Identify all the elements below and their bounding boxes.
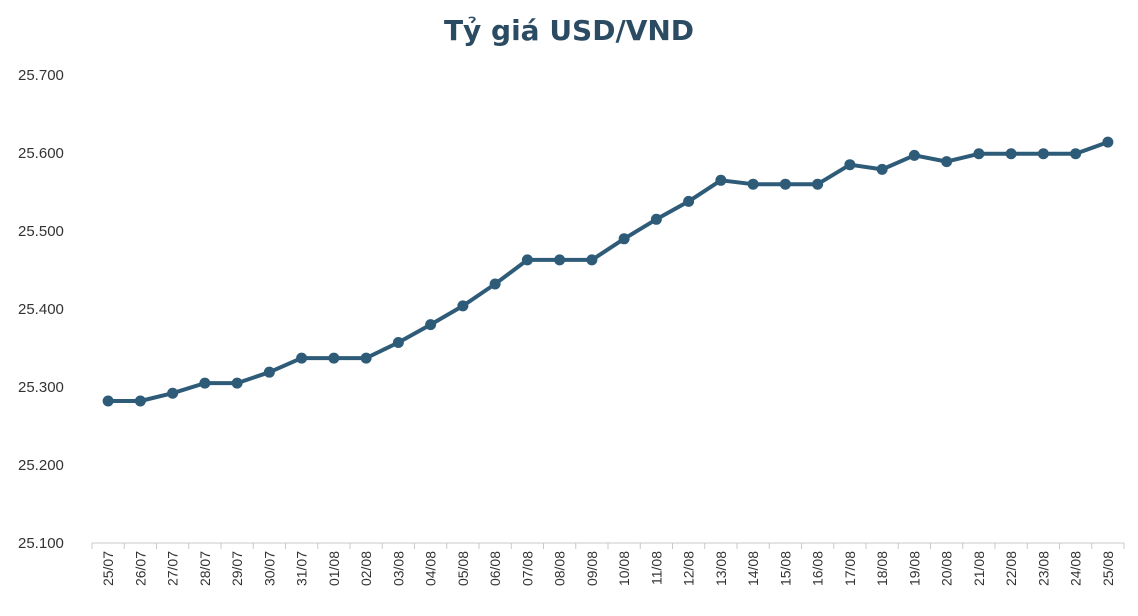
x-tick-label: 17/08 xyxy=(842,551,858,586)
data-point xyxy=(328,352,340,364)
y-tick-label: 25.100 xyxy=(18,535,64,552)
x-tick-label: 06/08 xyxy=(487,551,503,586)
x-tick-label: 11/08 xyxy=(648,551,664,585)
x-tick-label: 07/08 xyxy=(519,551,535,586)
data-point xyxy=(1102,136,1114,148)
data-point xyxy=(102,395,114,407)
x-tick-label: 16/08 xyxy=(810,551,826,586)
data-point xyxy=(876,163,888,175)
x-tick-label: 26/07 xyxy=(132,551,148,586)
data-point xyxy=(1005,148,1017,160)
data-point xyxy=(425,319,437,331)
x-tick-label: 15/08 xyxy=(777,551,793,586)
x-tick-label: 08/08 xyxy=(552,551,568,586)
x-tick-label: 21/08 xyxy=(971,551,987,586)
data-point xyxy=(650,213,662,225)
x-tick-label: 25/08 xyxy=(1100,551,1116,586)
chart-title: Tỷ giá USD/VND xyxy=(443,14,695,47)
data-point xyxy=(1070,148,1082,160)
x-tick-label: 29/07 xyxy=(229,551,245,586)
y-tick-label: 25.300 xyxy=(18,379,64,396)
x-tick-label: 09/08 xyxy=(584,551,600,586)
x-tick-label: 03/08 xyxy=(390,551,406,586)
x-tick-label: 04/08 xyxy=(423,551,439,586)
data-point xyxy=(134,395,146,407)
data-point xyxy=(683,195,695,207)
y-tick-label: 25.500 xyxy=(18,223,64,240)
data-point xyxy=(844,159,856,171)
data-point xyxy=(1037,148,1049,160)
series-layer xyxy=(102,136,1114,407)
x-tick-label: 22/08 xyxy=(1003,551,1019,586)
data-point xyxy=(360,352,372,364)
data-point xyxy=(231,377,243,389)
y-axis-tick-labels: 25.100 25.200 25.300 25.400 25.500 25.600 25.7… xyxy=(18,67,64,552)
x-tick-label: 02/08 xyxy=(358,551,374,586)
y-tick-label: 25.700 xyxy=(18,67,64,84)
x-tick-label: 01/08 xyxy=(326,551,342,586)
data-point xyxy=(586,254,598,266)
data-point xyxy=(554,254,566,266)
x-tick-label: 05/08 xyxy=(455,551,471,586)
y-tick-label: 25.400 xyxy=(18,301,64,318)
data-point xyxy=(199,377,211,389)
data-point xyxy=(263,366,275,378)
series-line xyxy=(106,140,1110,403)
data-point xyxy=(908,149,920,161)
x-tick-label: 20/08 xyxy=(939,551,955,586)
data-point xyxy=(715,174,727,186)
data-point xyxy=(812,178,824,190)
x-tick-label: 28/07 xyxy=(197,551,213,586)
x-tick-label: 25/07 xyxy=(100,551,116,586)
data-point xyxy=(489,278,501,290)
x-axis-tick-labels: 25/07 26/07 27/07 28/07 29/07 30/07 31/07 01/08… xyxy=(91,543,1125,586)
x-tick-label: 18/08 xyxy=(874,551,890,586)
x-tick-label: 14/08 xyxy=(745,551,761,586)
x-tick-label: 13/08 xyxy=(713,551,729,586)
y-tick-label: 25.600 xyxy=(18,145,64,162)
data-point xyxy=(779,178,791,190)
data-point xyxy=(941,156,953,168)
y-tick-label: 25.200 xyxy=(18,457,64,474)
data-point xyxy=(392,337,404,349)
x-tick-label: 24/08 xyxy=(1068,551,1084,586)
data-point xyxy=(167,387,179,399)
x-tick-label: 31/07 xyxy=(294,551,310,586)
x-tick-label: 19/08 xyxy=(906,551,922,586)
data-point xyxy=(521,254,533,266)
data-point xyxy=(296,352,308,364)
x-tick-label: 10/08 xyxy=(616,551,632,586)
x-tick-label: 23/08 xyxy=(1035,551,1051,586)
data-point xyxy=(618,233,630,245)
x-tick-label: 30/07 xyxy=(261,551,277,586)
data-point xyxy=(747,178,759,190)
data-point xyxy=(973,148,985,160)
data-point xyxy=(457,300,469,312)
x-tick-label: 12/08 xyxy=(681,551,697,586)
x-tick-label: 27/07 xyxy=(165,551,181,586)
